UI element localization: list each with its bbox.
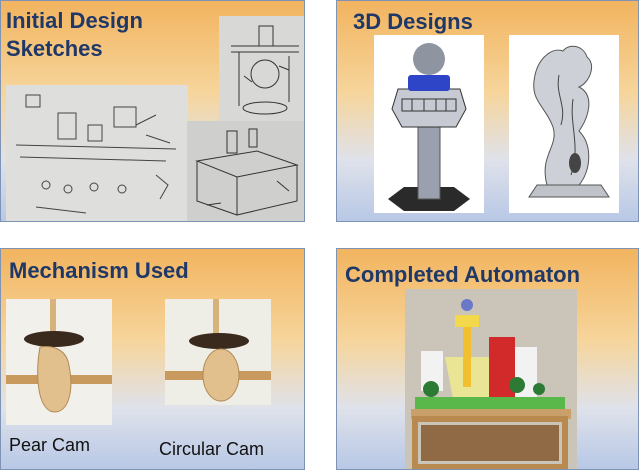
circular-cam-icon [165, 299, 271, 402]
panel-completed-automaton: Completed Automaton [336, 248, 639, 470]
automaton-photo [405, 289, 577, 469]
panel-title-3d-designs: 3D Designs [353, 9, 473, 34]
pear-cam-label: Pear Cam [9, 435, 91, 455]
circular-cam-label: Circular Cam [159, 439, 265, 459]
circular-cam-photo [165, 299, 271, 405]
panel-title-completed: Completed Automaton [345, 262, 581, 287]
pear-cam-icon [6, 299, 112, 413]
panel-initial-design-sketches: Initial Design Sketches [0, 0, 305, 222]
pear-cam-photo [6, 299, 112, 425]
sketch-drawing-icon [15, 94, 177, 214]
panel-title-mechanism: Mechanism Used [9, 258, 189, 283]
sketch-drawing-icon [231, 25, 299, 115]
panel-3d-designs: 3D Designs [336, 0, 639, 222]
panel-mechanism-used: Mechanism Used Pear Cam Circular Cam [0, 248, 305, 470]
sketch-photo-main [6, 85, 188, 221]
panel-title-sketches: Initial Design Sketches [6, 8, 143, 61]
sketch-drawing-icon [195, 128, 299, 216]
merlion-render [509, 35, 619, 213]
tower-render [374, 35, 484, 213]
automaton-icon [405, 289, 577, 469]
sketch-photo-top-right [219, 16, 304, 122]
sketch-photo-bottom-right [187, 121, 304, 221]
tower-render-icon [388, 43, 470, 211]
merlion-render-icon [528, 45, 610, 198]
